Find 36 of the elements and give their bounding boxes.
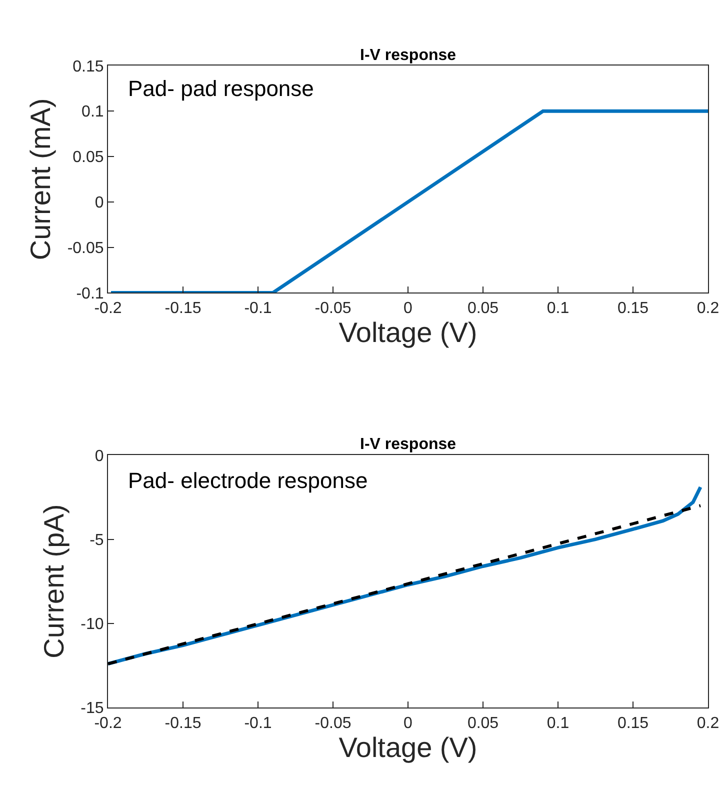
x-tick-label: -0.15 [164, 714, 202, 732]
y-axis-title: Current (mA) [25, 98, 56, 260]
x-tick-label: -0.2 [94, 300, 122, 317]
y-tick-label: 0.1 [82, 104, 104, 121]
y-tick-label: 0 [94, 448, 104, 465]
x-tick-label: 0.2 [696, 714, 720, 732]
y-tick-label: -0.1 [76, 285, 104, 302]
x-tick-label: 0.1 [546, 300, 570, 317]
x-axis-title: Voltage (V) [338, 732, 478, 763]
chart-title: I-V response [360, 436, 456, 453]
chart-title: I-V response [360, 47, 456, 64]
annotation: Pad- electrode response [128, 468, 368, 493]
y-tick-label: -10 [80, 616, 104, 634]
x-tick-label: 0.05 [467, 300, 499, 317]
x-tick-label: -0.05 [314, 714, 352, 732]
y-tick-label: 0.05 [72, 149, 104, 166]
x-tick-label: -0.05 [314, 300, 352, 317]
x-axis-title: Voltage (V) [338, 317, 478, 348]
y-tick-label: -5 [90, 532, 104, 549]
y-tick-label: -15 [80, 700, 104, 718]
x-tick-label: 0 [404, 714, 413, 732]
y-tick-label: 0 [94, 194, 104, 212]
annotation: Pad- pad response [128, 76, 314, 101]
y-tick-label: -0.05 [67, 240, 104, 257]
x-tick-label: 0.15 [617, 300, 649, 317]
x-tick-label: -0.2 [94, 714, 122, 732]
x-tick-label: 0.15 [617, 714, 649, 732]
x-tick-label: 0 [404, 300, 413, 317]
x-tick-label: 0.1 [546, 714, 570, 732]
x-tick-label: -0.1 [244, 300, 272, 317]
y-axis-title: Current (pA) [38, 504, 70, 658]
x-tick-label: 0.2 [696, 300, 720, 317]
x-tick-label: -0.1 [244, 714, 272, 732]
x-tick-label: 0.05 [467, 714, 499, 732]
x-tick-label: -0.15 [164, 300, 202, 317]
y-tick-label: 0.15 [72, 58, 104, 76]
